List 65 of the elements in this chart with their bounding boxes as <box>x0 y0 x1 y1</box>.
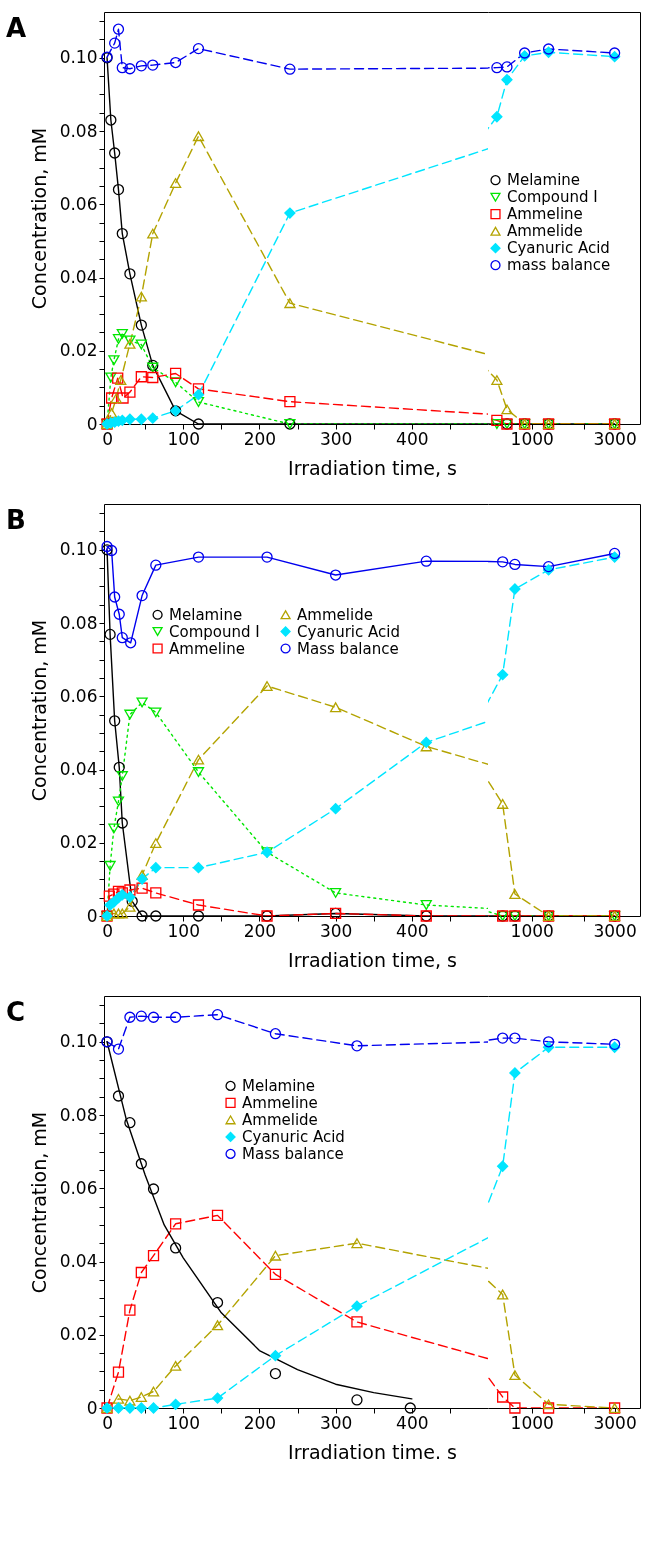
x-tick-label: 1000 <box>510 1412 554 1433</box>
legend-label: Ammeline <box>242 1093 318 1112</box>
chart-title: C <box>6 997 26 1027</box>
x-tick-label: 300 <box>319 428 353 449</box>
y-axis-title: Concentration, mM <box>27 127 50 310</box>
y-tick-label: 0.10 <box>59 539 98 560</box>
y-tick-label: 0.10 <box>59 1031 98 1052</box>
legend-label: Mass balance <box>242 1144 344 1163</box>
x-tick-label: 1000 <box>510 428 554 449</box>
x-tick-label: 300 <box>319 920 353 941</box>
legend-label: Cyanuric Acid <box>507 239 610 258</box>
legend-label: Cyanuric Acid <box>242 1127 345 1146</box>
x-tick-label: 3000 <box>593 428 637 449</box>
y-tick-label: 0.04 <box>59 267 98 288</box>
x-tick-label: 0 <box>102 428 113 449</box>
x-axis-title: Irradiation time, s <box>288 456 457 479</box>
x-tick-label: 100 <box>167 428 200 449</box>
y-tick-label: 0 <box>86 905 98 926</box>
legend-label: Melamine <box>169 605 243 624</box>
x-tick-label: 0 <box>102 1412 113 1433</box>
legend-label: Ammelide <box>507 222 583 241</box>
legend-label: Compound I <box>169 622 260 641</box>
x-tick-label: 1000 <box>510 920 554 941</box>
x-tick-label: 400 <box>396 1412 429 1433</box>
x-tick-label: 300 <box>319 1412 353 1433</box>
y-axis-title: Concentration, mM <box>27 619 50 802</box>
y-tick-label: 0.08 <box>59 1104 98 1125</box>
x-tick-label: 100 <box>167 1412 200 1433</box>
legend-label: Melamine <box>242 1076 316 1095</box>
y-tick-label: 0.02 <box>59 1324 98 1345</box>
legend-label: Ammelide <box>242 1110 318 1129</box>
y-tick-label: 0.06 <box>59 685 98 706</box>
x-tick-label: 3000 <box>593 1412 637 1433</box>
y-tick-label: 0.08 <box>59 120 98 141</box>
y-axis-title: Concentration, mM <box>27 1111 50 1294</box>
y-tick-label: 0 <box>86 413 98 434</box>
y-tick-label: 0.08 <box>59 612 98 633</box>
x-tick-label: 3000 <box>593 920 637 941</box>
legend-label: mass balance <box>507 256 611 275</box>
y-tick-label: 0.10 <box>59 47 98 68</box>
y-tick-label: 0.04 <box>59 759 98 780</box>
legend-label: Ammeline <box>507 205 583 224</box>
x-axis-title: Irradiation time, s <box>288 948 457 971</box>
x-tick-label: 400 <box>396 428 429 449</box>
legend-label: Melamine <box>507 171 581 190</box>
y-tick-label: 0.02 <box>59 340 98 361</box>
x-tick-label: 200 <box>243 428 277 449</box>
y-tick-label: 0.04 <box>59 1251 98 1272</box>
chart-title: A <box>6 13 27 43</box>
legend-label: Compound I <box>507 188 598 207</box>
legend-label: Ammeline <box>169 639 245 658</box>
y-tick-label: 0.06 <box>59 193 98 214</box>
x-axis-title: Irradiation time. s <box>288 1440 457 1463</box>
y-tick-label: 0.02 <box>59 832 98 853</box>
legend-label: Mass balance <box>297 639 399 658</box>
x-tick-label: 100 <box>167 920 200 941</box>
x-tick-label: 200 <box>243 920 277 941</box>
legend-label: Ammelide <box>297 605 373 624</box>
x-tick-label: 200 <box>243 1412 277 1433</box>
y-tick-label: 0 <box>86 1397 98 1418</box>
chart-title: B <box>6 505 26 535</box>
x-tick-label: 0 <box>102 920 113 941</box>
y-tick-label: 0.06 <box>59 1177 98 1198</box>
legend-label: Cyanuric Acid <box>297 622 400 641</box>
x-tick-label: 400 <box>396 920 429 941</box>
